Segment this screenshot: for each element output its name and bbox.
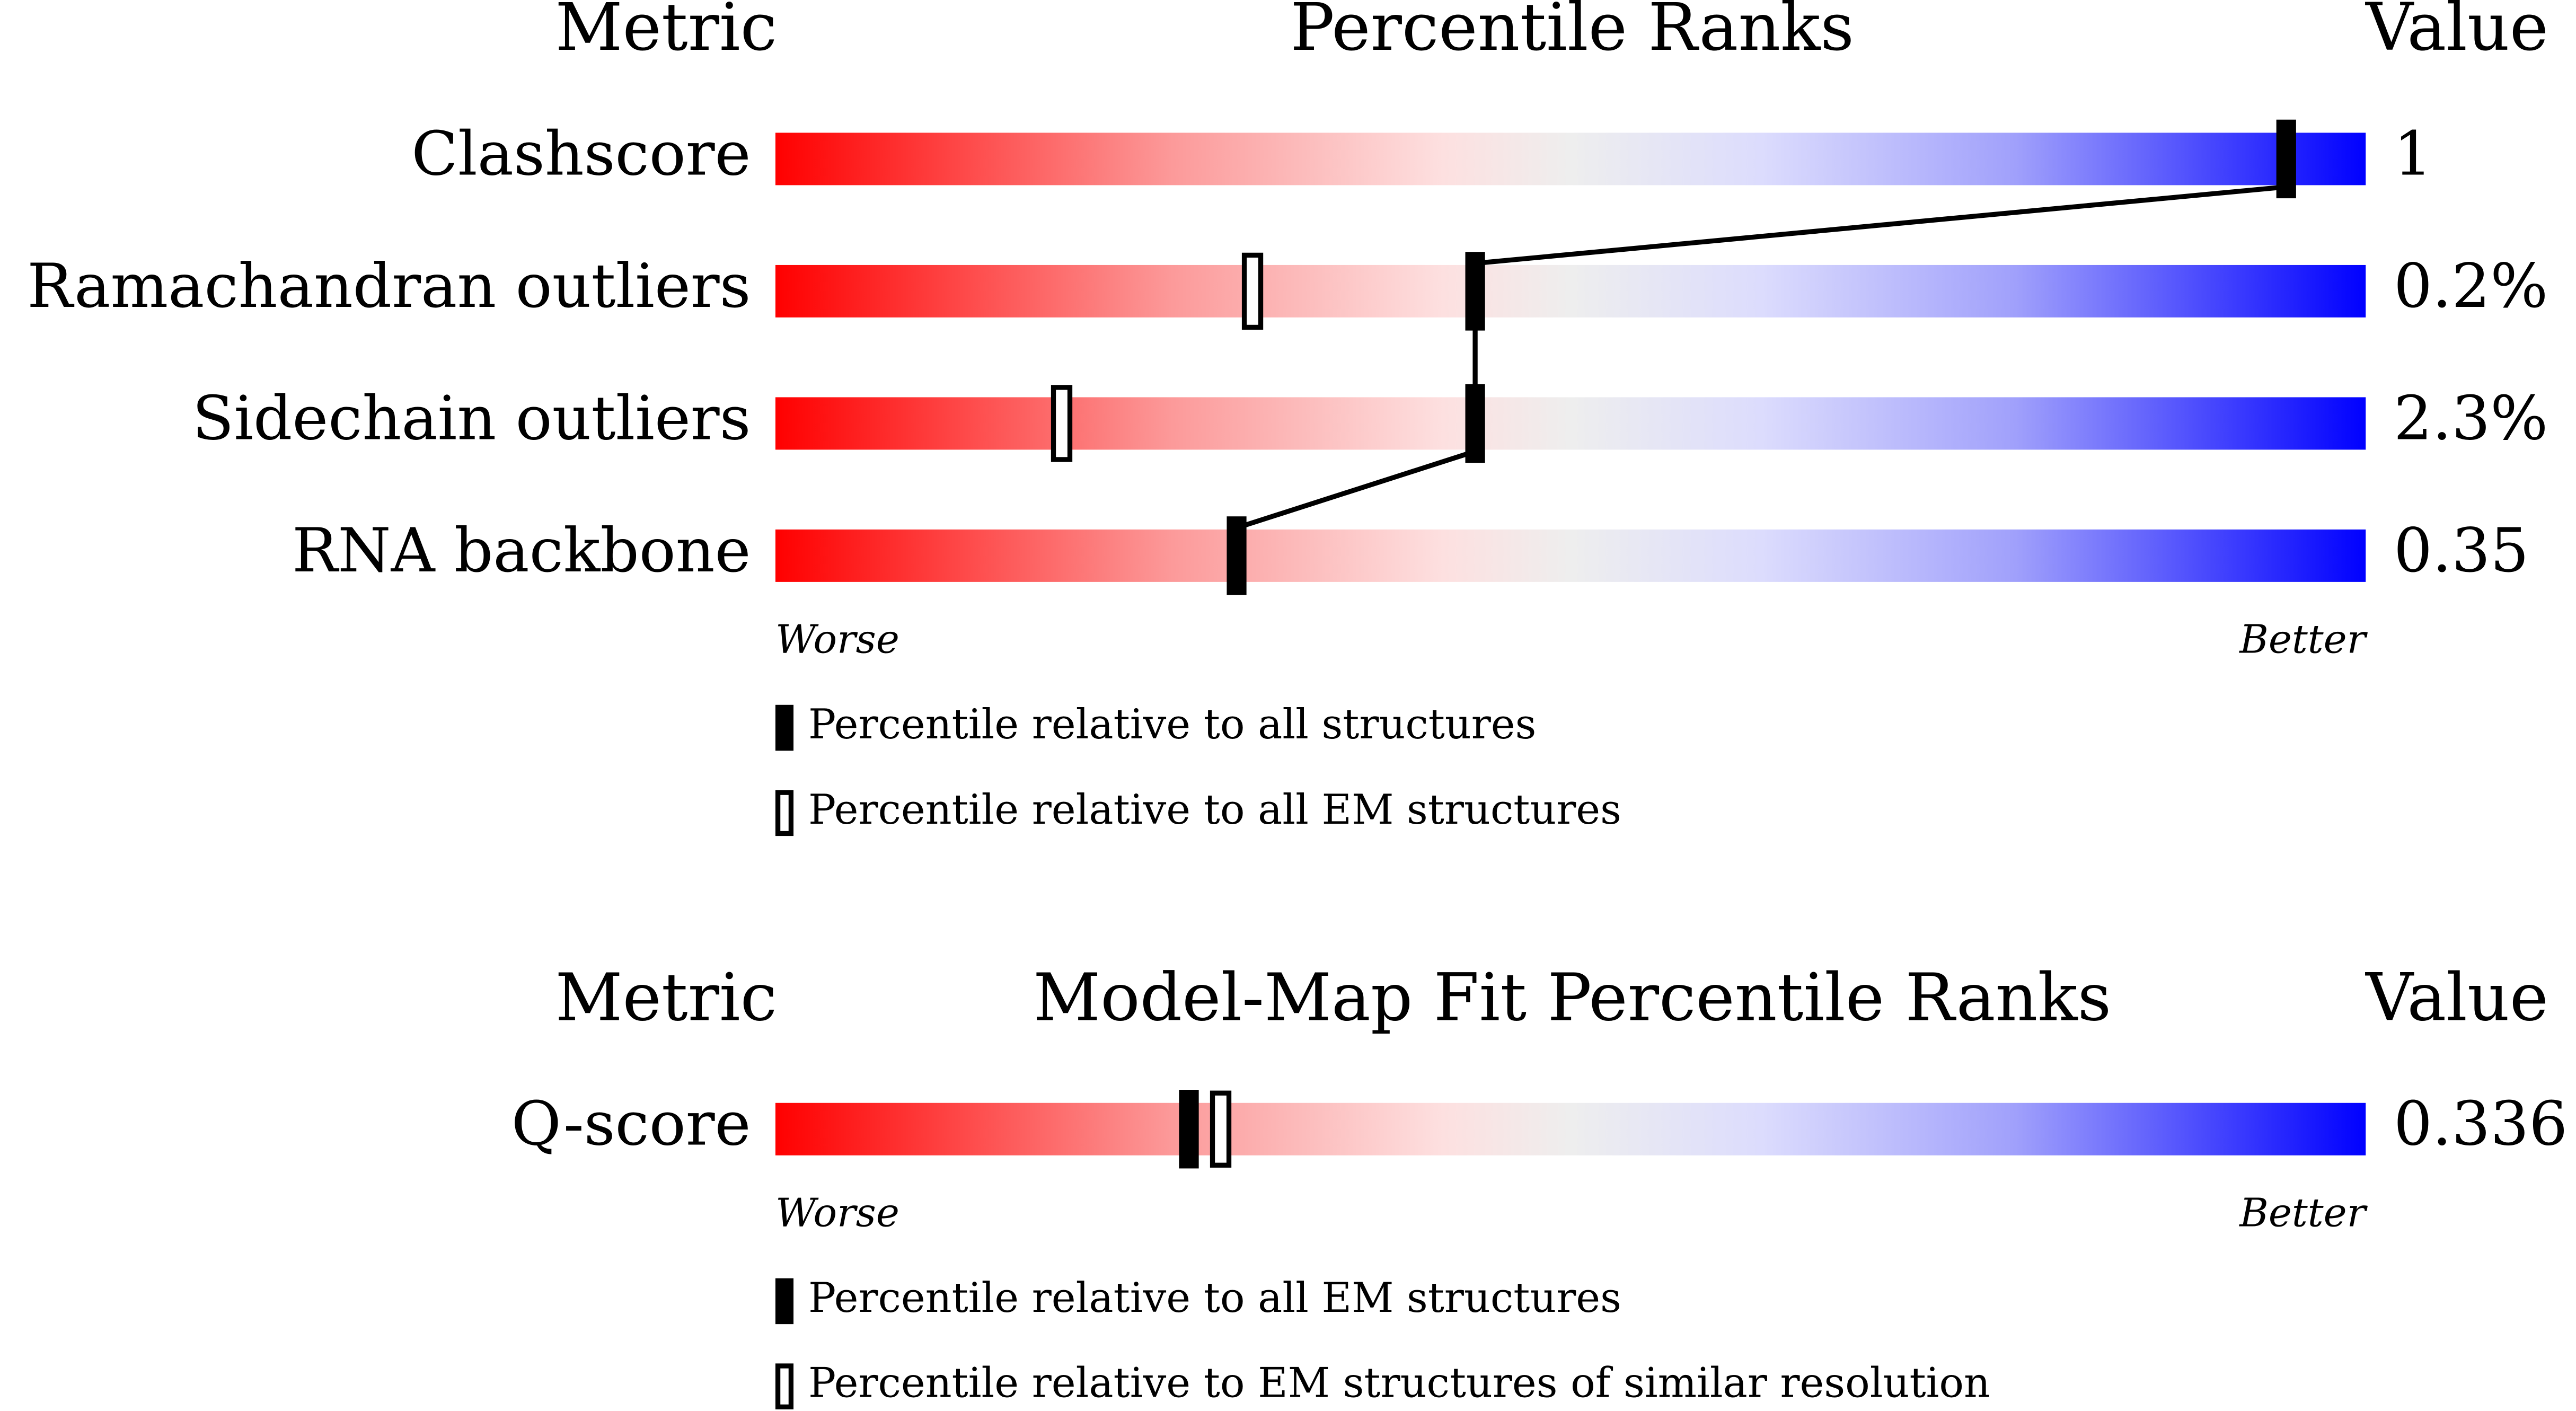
legend-open-icon	[775, 790, 794, 836]
metric-label: RNA backbone	[292, 516, 751, 586]
connector	[1236, 449, 1476, 531]
scale-better: Better	[2238, 616, 2368, 663]
scale-worse: Worse	[775, 1190, 899, 1236]
metric-value: 0.336	[2394, 1089, 2568, 1160]
metric-label: Clashscore	[411, 119, 751, 189]
percentile-bar	[775, 133, 2366, 186]
marker-filled	[2276, 119, 2296, 199]
legend-open-label: Percentile relative to EM structures of …	[808, 1360, 1990, 1407]
legend-open-label: Percentile relative to all EM structures	[808, 786, 1621, 834]
header-title: Model-Map Fit Percentile Ranks	[1033, 959, 2111, 1036]
header-value: Value	[2365, 0, 2548, 66]
metric-value: 2.3%	[2394, 384, 2548, 454]
metric-label: Ramachandran outliers	[27, 251, 751, 322]
header-metric: Metric	[555, 0, 777, 66]
scale-better: Better	[2238, 1190, 2368, 1236]
legend-filled-label: Percentile relative to all structures	[808, 701, 1536, 748]
percentile-bar	[775, 529, 2366, 582]
header-metric: Metric	[555, 959, 777, 1036]
marker-filled	[1179, 1090, 1199, 1169]
metric-label: Sidechain outliers	[192, 384, 751, 454]
connector	[1475, 184, 2287, 266]
scale-worse: Worse	[775, 616, 899, 663]
metric-value: 0.35	[2394, 516, 2529, 586]
legend-filled-icon	[775, 704, 794, 751]
metric-value: 1	[2394, 119, 2432, 189]
marker-open	[1051, 385, 1073, 462]
legend-filled-label: Percentile relative to all EM structures	[808, 1274, 1621, 1322]
marker-filled	[1465, 384, 1485, 463]
marker-filled	[1227, 516, 1247, 595]
header-title: Percentile Ranks	[1290, 0, 1854, 66]
percentile-bar	[775, 1103, 2366, 1156]
legend-filled-icon	[775, 1278, 794, 1325]
legend-open-icon	[775, 1363, 794, 1409]
marker-open	[1241, 252, 1264, 330]
metric-label: Q-score	[511, 1089, 751, 1160]
percentile-bar	[775, 264, 2366, 318]
marker-open	[1210, 1090, 1232, 1168]
percentile-bar	[775, 397, 2366, 450]
header-value: Value	[2365, 959, 2548, 1036]
metric-value: 0.2%	[2394, 251, 2548, 322]
marker-filled	[1465, 252, 1485, 331]
